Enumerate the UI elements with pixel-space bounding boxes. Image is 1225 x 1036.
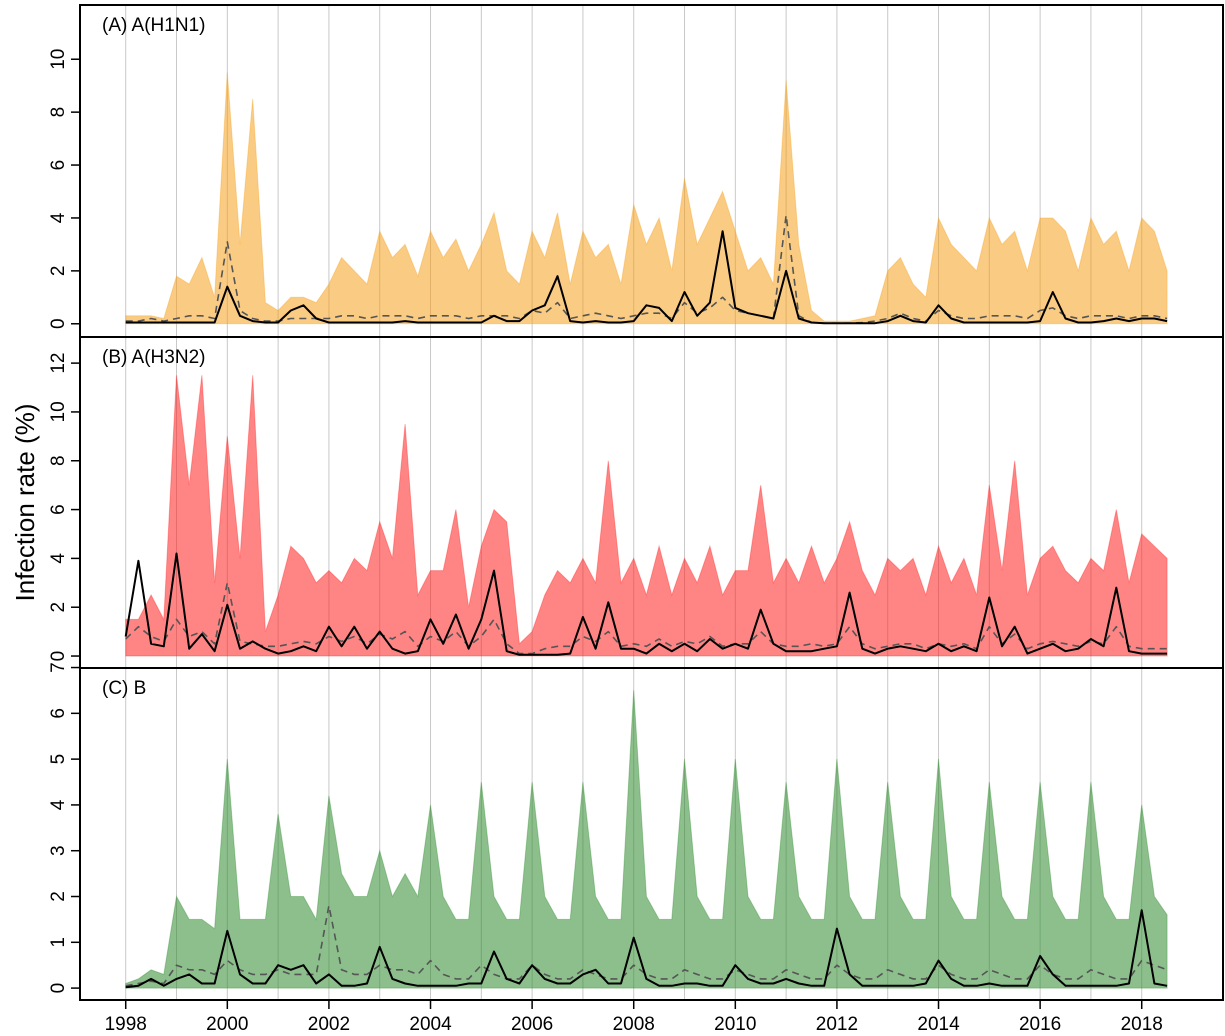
y-tick-label: 12 xyxy=(48,353,69,374)
x-tick-label: 2006 xyxy=(511,1014,553,1035)
y-tick-label: 2 xyxy=(48,602,69,613)
x-tick-label: 2014 xyxy=(917,1014,960,1035)
y-tick-label: 10 xyxy=(48,49,69,70)
y-axis-label: Infection rate (%) xyxy=(10,404,40,602)
y-tick-label: 2 xyxy=(48,891,69,902)
y-tick-label: 0 xyxy=(48,318,69,329)
observed-line xyxy=(125,230,1168,325)
ensemble-band xyxy=(125,375,1168,657)
y-tick-label: 4 xyxy=(48,212,69,223)
panel-title: (B) A(H3N2) xyxy=(102,347,205,368)
y-tick-label: 5 xyxy=(48,754,69,765)
x-tick-label: 2012 xyxy=(816,1014,858,1035)
y-tick-label: 8 xyxy=(48,455,69,466)
mean-line xyxy=(125,214,1168,324)
y-tick-label: 4 xyxy=(48,799,69,810)
mean-line xyxy=(125,904,1168,987)
observed-line xyxy=(125,909,1168,989)
x-tick-label: 2016 xyxy=(1019,1014,1061,1035)
x-tick-label: 2008 xyxy=(613,1014,655,1035)
y-tick-label: 0 xyxy=(48,651,69,662)
x-tick-label: 2000 xyxy=(206,1014,248,1035)
x-tick-label: 2010 xyxy=(714,1014,756,1035)
x-tick-label: 2002 xyxy=(308,1014,350,1035)
observed-line xyxy=(124,552,1168,656)
ensemble-band xyxy=(125,690,1168,989)
y-tick-label: 0 xyxy=(48,983,69,994)
mean-line xyxy=(125,582,1168,655)
y-tick-label: 10 xyxy=(48,401,69,422)
x-tick-label: 1998 xyxy=(105,1014,147,1035)
y-tick-label: 6 xyxy=(48,504,69,515)
panel-frame xyxy=(79,667,1224,1001)
x-tick-label: 2018 xyxy=(1121,1014,1163,1035)
y-tick-label: 4 xyxy=(48,553,69,564)
panel-title: (C) B xyxy=(102,678,146,699)
y-tick-label: 2 xyxy=(48,266,69,277)
x-tick-label: 2004 xyxy=(409,1014,452,1035)
y-tick-label: 8 xyxy=(48,107,69,118)
y-tick-label: 6 xyxy=(48,160,69,171)
y-tick-label: 6 xyxy=(48,708,69,719)
y-tick-label: 1 xyxy=(48,937,69,948)
y-tick-label: 7 xyxy=(48,662,69,673)
ensemble-band xyxy=(125,72,1168,325)
panel-title: (A) A(H1N1) xyxy=(102,15,205,36)
y-tick-label: 3 xyxy=(48,845,69,856)
